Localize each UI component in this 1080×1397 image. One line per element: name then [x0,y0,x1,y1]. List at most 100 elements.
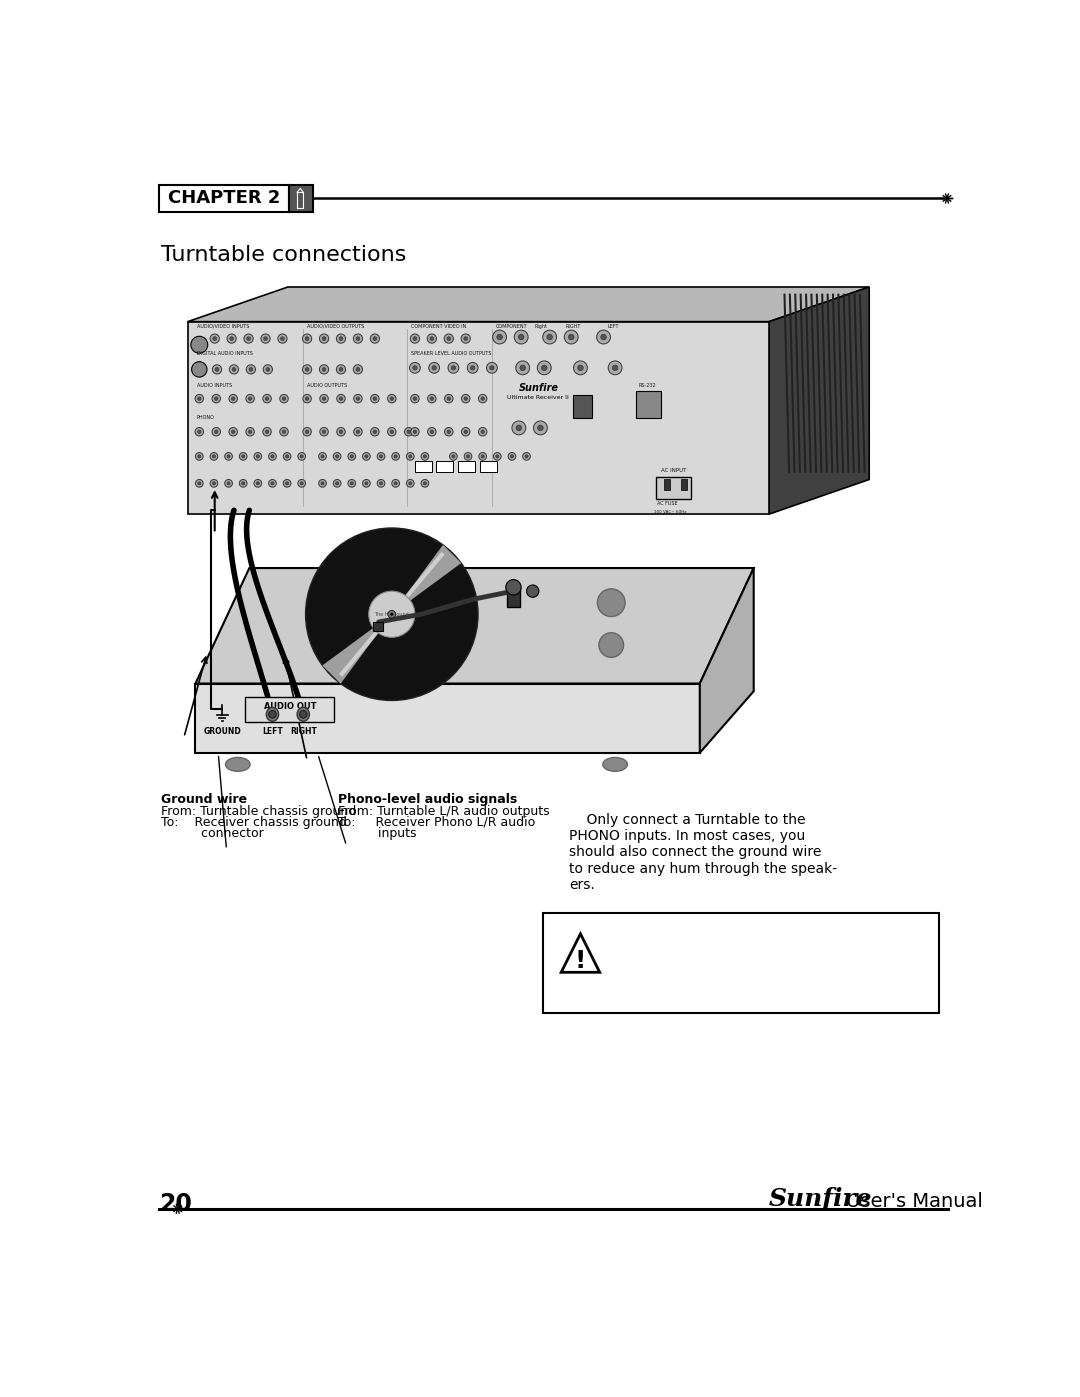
Circle shape [447,430,450,433]
Circle shape [445,427,453,436]
Circle shape [320,365,328,374]
Circle shape [278,334,287,344]
Circle shape [240,479,247,488]
Circle shape [353,334,363,344]
Circle shape [429,362,440,373]
Circle shape [406,453,414,460]
Bar [373,622,383,631]
Circle shape [377,479,384,488]
Circle shape [322,367,326,372]
Circle shape [390,613,393,616]
Circle shape [246,337,251,341]
Circle shape [195,427,203,436]
Circle shape [213,482,216,485]
Circle shape [388,427,396,436]
Circle shape [227,482,230,485]
Circle shape [608,360,622,374]
Circle shape [370,334,379,344]
Circle shape [242,455,245,458]
Circle shape [600,334,606,339]
Circle shape [496,455,499,458]
Ellipse shape [603,757,627,771]
Circle shape [302,394,311,402]
Text: AUDIO OUT: AUDIO OUT [264,703,316,711]
Circle shape [339,367,342,372]
Bar [480,461,497,472]
Text: 100 VAC~ 60Hz: 100 VAC~ 60Hz [653,510,686,514]
Bar [543,914,939,1013]
Ellipse shape [267,707,279,721]
Circle shape [246,365,256,374]
Circle shape [597,588,625,616]
Circle shape [319,453,326,460]
Circle shape [392,453,400,460]
Circle shape [256,482,259,485]
Circle shape [410,334,419,344]
Circle shape [266,397,269,401]
Circle shape [353,365,363,374]
Bar [245,697,334,722]
Circle shape [285,482,288,485]
Circle shape [227,455,230,458]
Text: Ultimate Receiver II: Ultimate Receiver II [508,394,569,400]
Text: high output moving coil cartridges. DO
NOT connect CD players or other line-
lev: high output moving coil cartridges. DO N… [550,967,820,1013]
Circle shape [191,337,207,353]
Circle shape [538,425,543,430]
Circle shape [519,365,526,370]
Circle shape [388,610,395,617]
Circle shape [225,453,232,460]
Polygon shape [195,683,700,753]
Text: AUDIO INPUTS: AUDIO INPUTS [197,383,232,388]
Circle shape [478,427,487,436]
Circle shape [248,430,252,433]
Circle shape [198,397,201,401]
Circle shape [370,394,379,402]
Circle shape [464,397,468,401]
Circle shape [319,479,326,488]
Circle shape [300,455,303,458]
Circle shape [356,337,360,341]
Circle shape [256,455,259,458]
Circle shape [464,430,468,433]
Ellipse shape [226,757,251,771]
Circle shape [283,479,291,488]
Text: GROUND: GROUND [203,726,241,736]
Circle shape [494,453,501,460]
Circle shape [198,482,201,485]
Bar [656,478,690,499]
Circle shape [546,334,553,339]
Circle shape [448,362,459,373]
Text: RIGHT: RIGHT [289,726,316,736]
Circle shape [489,366,494,370]
Circle shape [451,455,455,458]
Circle shape [525,455,528,458]
Circle shape [334,479,341,488]
Text: The Receiver's PHONO
input is designed for mov-
ing magnet cartridges and: The Receiver's PHONO input is designed f… [621,925,806,971]
Circle shape [414,397,417,401]
Circle shape [336,334,346,344]
Circle shape [356,397,360,401]
Circle shape [298,453,306,460]
Circle shape [339,337,342,341]
Circle shape [266,430,269,433]
Circle shape [461,427,470,436]
Circle shape [198,455,201,458]
Circle shape [302,365,312,374]
Circle shape [339,430,342,433]
Polygon shape [195,569,754,683]
Text: AUDIO OUTPUTS: AUDIO OUTPUTS [307,383,348,388]
Circle shape [306,528,478,700]
Circle shape [363,453,370,460]
Text: SPEAKER LEVEL AUDIO OUTPUTS: SPEAKER LEVEL AUDIO OUTPUTS [411,351,491,356]
Circle shape [444,334,454,344]
Circle shape [447,337,450,341]
Circle shape [564,330,578,344]
Polygon shape [562,933,599,972]
Circle shape [497,334,502,339]
Bar [508,587,519,606]
Circle shape [421,453,429,460]
Text: Sunfire: Sunfire [769,1187,873,1211]
Bar [636,391,661,418]
Circle shape [423,455,427,458]
Circle shape [261,334,270,344]
